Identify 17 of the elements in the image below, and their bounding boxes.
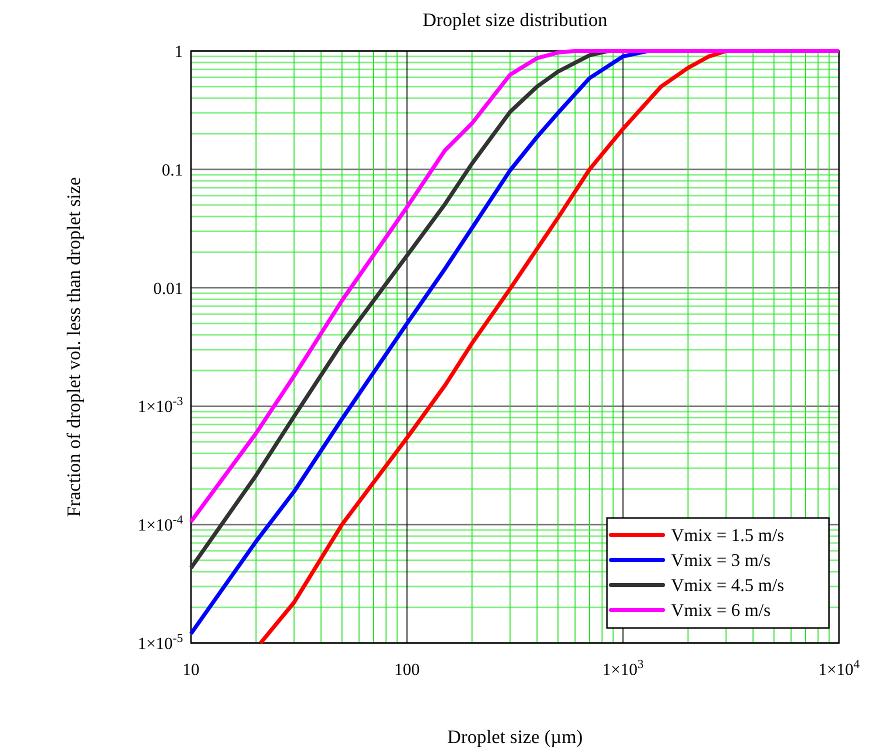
y-axis-title: Fraction of droplet vol. less than droplet size [64,177,85,517]
legend-label: Vmix = 4.5 m/s [671,575,784,595]
x-tick-label: 100 [394,660,420,679]
chart-title: Droplet size distribution [422,10,608,31]
legend-label: Vmix = 1.5 m/s [671,525,784,545]
y-tick-label: 1 [174,42,183,61]
y-tick-label: 0.01 [153,278,183,298]
x-tick-label: 1×10$^{4}$ [818,657,860,679]
x-axis-title: Droplet size (µm) [447,727,583,748]
y-tick-label: 1×10$^{-4}$ [138,512,183,535]
y-tick-label: 1×10$^{-5}$ [138,631,183,653]
legend-label: Vmix = 3 m/s [671,550,771,570]
x-tick-label: 1×10$^{3}$ [602,657,644,679]
y-tick-label: 1×10$^{-3}$ [138,394,183,416]
x-tick-label: 10 [182,660,200,679]
legend-label: Vmix = 6 m/s [671,600,771,620]
y-tick-label: 0.1 [162,160,183,180]
